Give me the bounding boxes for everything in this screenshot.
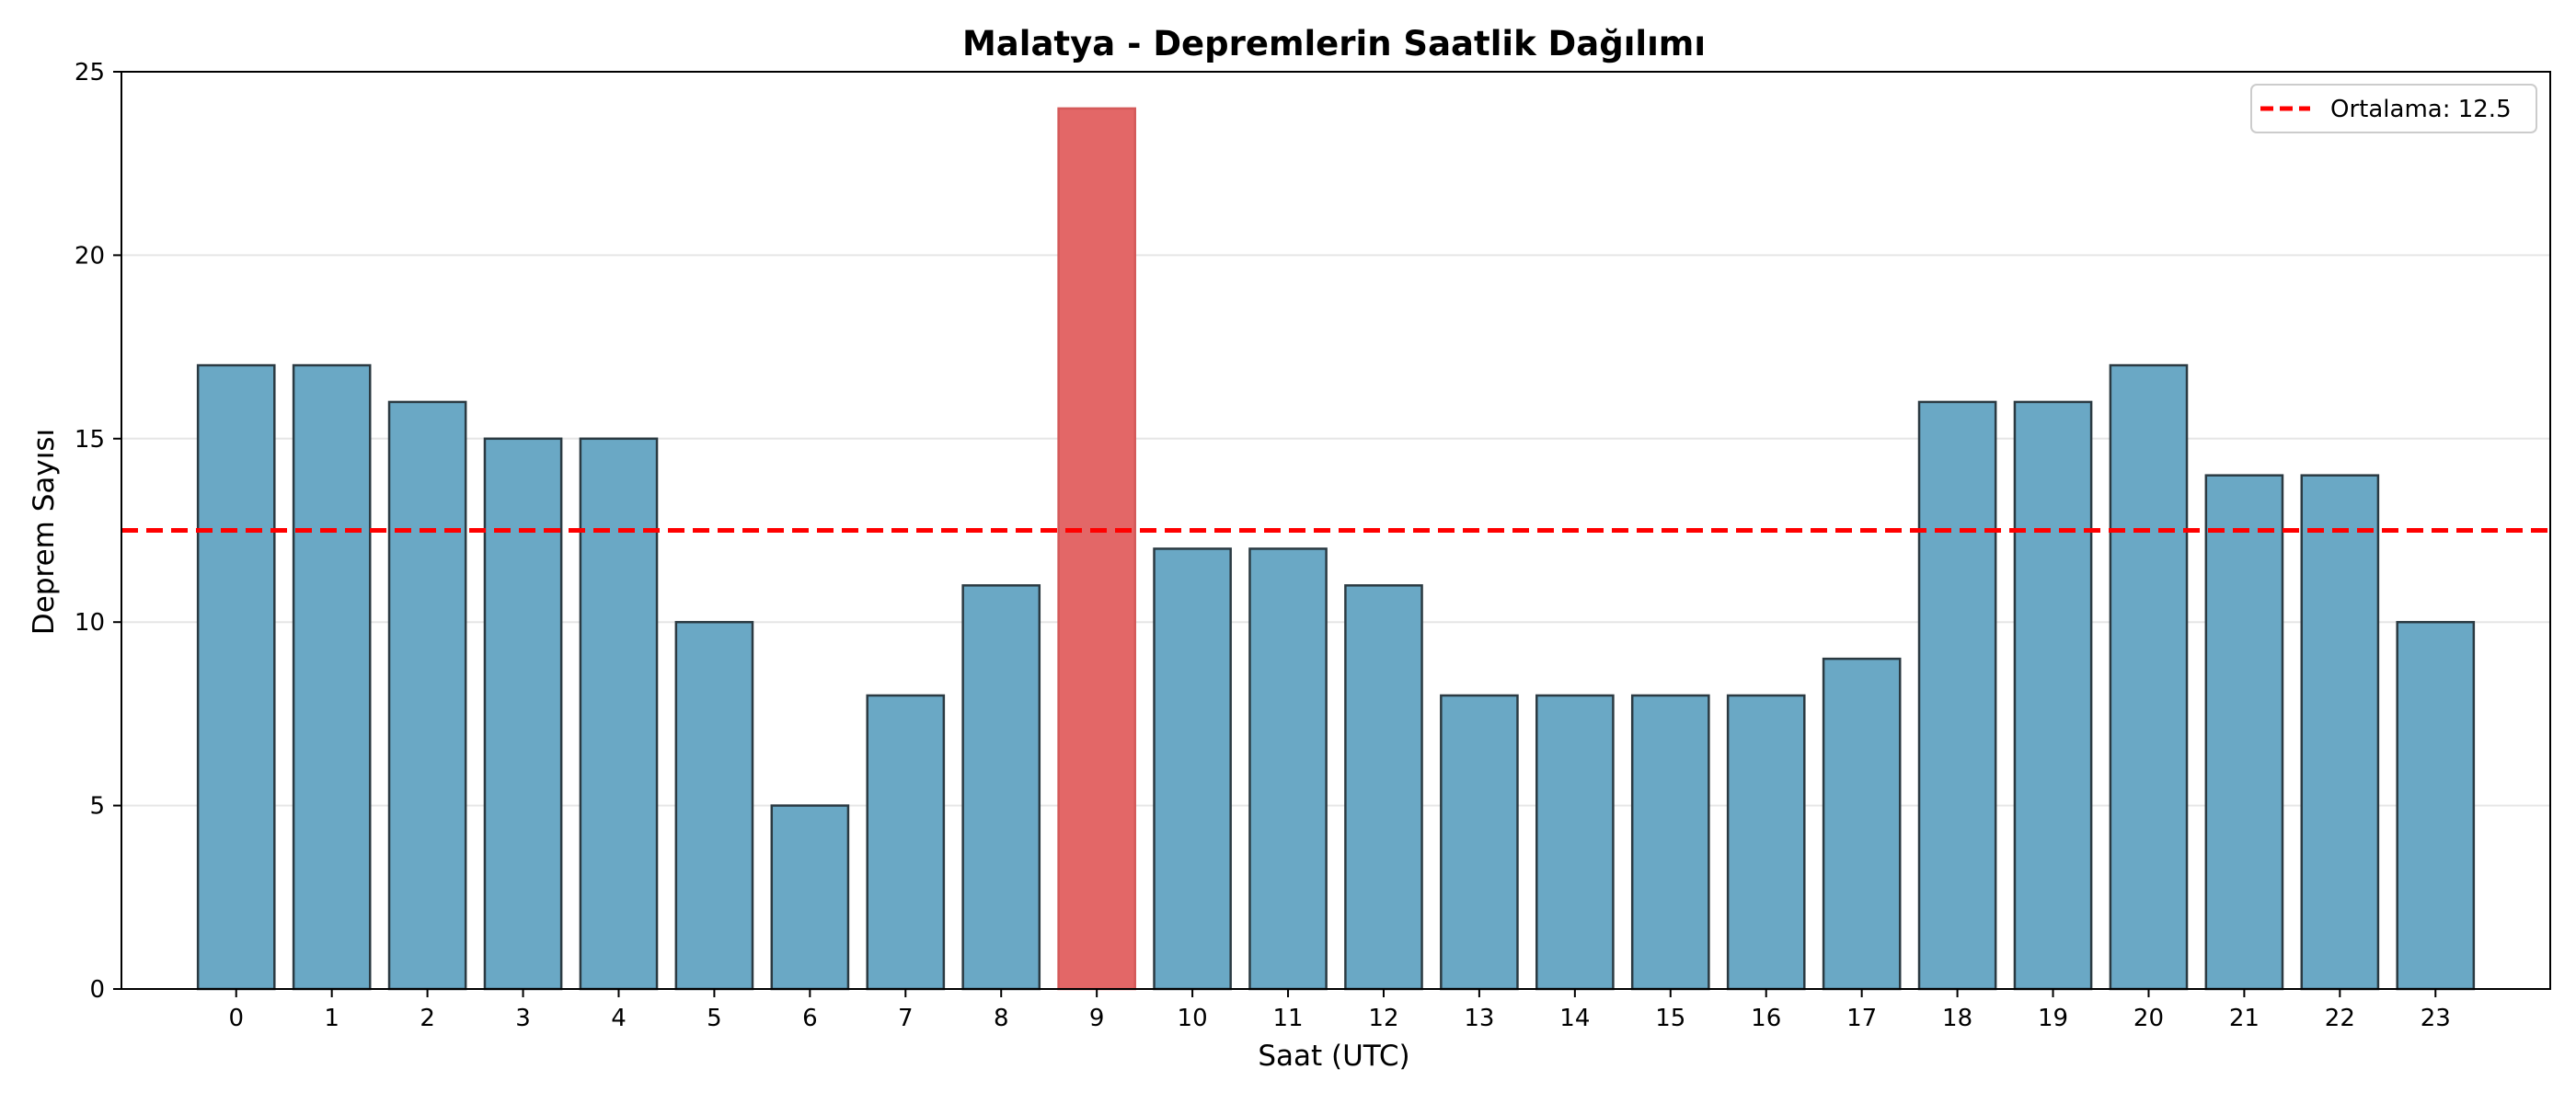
bar-20 <box>2109 363 2189 991</box>
bar-23 <box>2396 620 2476 991</box>
legend: Ortalama: 12.5 <box>2250 84 2537 133</box>
x-tick-label-5: 5 <box>707 1005 722 1032</box>
x-tick-label-15: 15 <box>1655 1005 1685 1032</box>
bar-11 <box>1248 547 1328 991</box>
x-tick-label-14: 14 <box>1559 1005 1590 1032</box>
x-tick-label-4: 4 <box>611 1005 627 1032</box>
bar-14 <box>1535 694 1615 991</box>
x-tick-label-13: 13 <box>1464 1005 1494 1032</box>
y-tick-label-25: 25 <box>75 59 105 86</box>
bar-6 <box>770 804 850 991</box>
legend-label: Ortalama: 12.5 <box>2330 96 2512 123</box>
bar-0 <box>196 363 276 991</box>
bar-16 <box>1726 694 1806 991</box>
x-tick-label-6: 6 <box>802 1005 818 1032</box>
bar-17 <box>1822 657 1902 991</box>
bar-22 <box>2300 474 2380 991</box>
x-tick-label-22: 22 <box>2325 1005 2355 1032</box>
x-tick-label-8: 8 <box>994 1005 1009 1032</box>
x-tick-label-23: 23 <box>2421 1005 2451 1032</box>
bar-18 <box>1917 400 1997 991</box>
x-tick-label-1: 1 <box>324 1005 339 1032</box>
chart-title: Malatya - Depremlerin Saatlik Dağılımı <box>962 24 1706 63</box>
x-tick-label-19: 19 <box>2038 1005 2068 1032</box>
x-tick-label-0: 0 <box>228 1005 244 1032</box>
bar-19 <box>2013 400 2093 991</box>
x-tick-label-11: 11 <box>1272 1005 1303 1032</box>
bar-9 <box>1057 107 1136 991</box>
axes <box>121 71 2551 990</box>
bar-5 <box>674 620 754 991</box>
x-tick-label-2: 2 <box>420 1005 435 1032</box>
bars <box>196 107 2476 991</box>
bar-7 <box>866 694 946 991</box>
y-axis-label: Deprem Sayısı <box>28 429 61 635</box>
x-tick-label-9: 9 <box>1089 1005 1105 1032</box>
x-tick-label-21: 21 <box>2229 1005 2260 1032</box>
x-tick-label-18: 18 <box>1942 1005 1972 1032</box>
bar-15 <box>1630 694 1710 991</box>
x-tick-label-16: 16 <box>1751 1005 1781 1032</box>
legend-box <box>2250 84 2537 133</box>
bar-3 <box>483 437 563 991</box>
bar-13 <box>1440 694 1519 991</box>
y-tick-label-20: 20 <box>75 242 105 270</box>
y-tick-label-10: 10 <box>75 609 105 637</box>
bar-10 <box>1153 547 1232 991</box>
bar-8 <box>961 584 1041 991</box>
x-tick-label-17: 17 <box>1846 1005 1877 1032</box>
bar-4 <box>579 437 659 991</box>
bar-2 <box>387 400 467 991</box>
x-tick-label-7: 7 <box>898 1005 914 1032</box>
plot-frame <box>121 71 2551 990</box>
y-tick-label-15: 15 <box>75 426 105 454</box>
bar-1 <box>292 363 372 991</box>
x-tick-label-20: 20 <box>2133 1005 2164 1032</box>
x-ticks: 0 1 2 3 4 5 6 7 8 9 10 11 12 13 14 15 16 17 18 19 20 21 22 23 <box>228 989 2451 1032</box>
bar-21 <box>2204 474 2284 991</box>
x-axis-label: Saat (UTC) <box>1258 1040 1409 1073</box>
x-tick-label-3: 3 <box>515 1005 531 1032</box>
y-tick-label-0: 0 <box>89 976 105 1004</box>
y-ticks: 0 5 10 15 20 25 <box>75 59 121 1004</box>
x-tick-label-12: 12 <box>1368 1005 1398 1032</box>
x-tick-label-10: 10 <box>1178 1005 1208 1032</box>
y-tick-label-5: 5 <box>89 793 105 821</box>
bar-12 <box>1344 584 1423 991</box>
